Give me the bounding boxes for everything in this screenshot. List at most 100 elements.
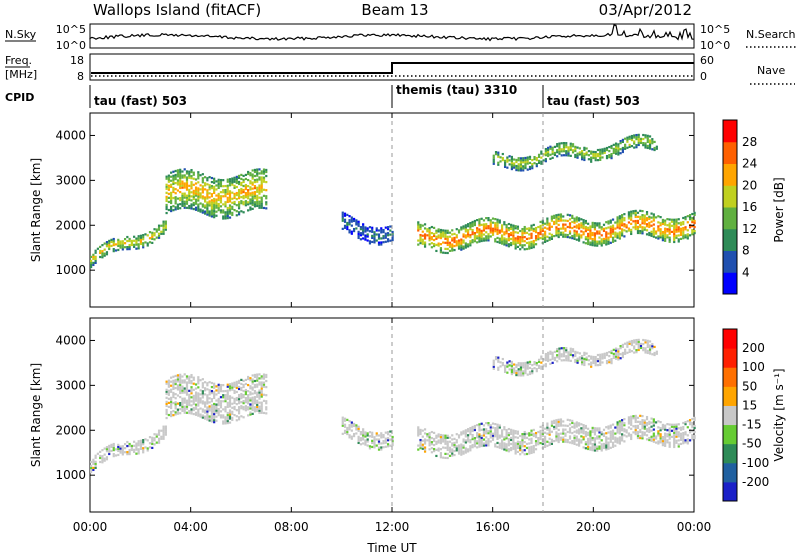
velocity-cell	[645, 428, 649, 431]
velocity-cell	[439, 437, 443, 441]
power-cell	[357, 222, 360, 225]
power-cell	[535, 156, 538, 160]
power-cell	[162, 230, 165, 233]
power-cell	[500, 234, 504, 237]
power-cell	[494, 226, 497, 229]
power-cell	[126, 248, 129, 251]
velocity-cell	[584, 435, 587, 438]
power-cell	[442, 233, 445, 236]
power-cell	[135, 247, 138, 250]
velocity-cell	[580, 423, 583, 426]
velocity-cell	[179, 373, 182, 376]
power-cell	[366, 235, 369, 238]
velocity-cell	[650, 435, 653, 438]
power-cell	[644, 142, 647, 145]
velocity-cell	[249, 391, 252, 394]
velocity-cell	[616, 439, 619, 442]
velocity-cell	[614, 355, 618, 358]
velocity-cell	[364, 443, 367, 446]
power-cell	[568, 224, 572, 227]
cpid-segment-1: tau (fast) 503	[94, 94, 187, 108]
power-cell	[648, 231, 651, 235]
velocity-cell	[537, 360, 541, 363]
velocity-cell	[194, 413, 198, 416]
velocity-cell	[593, 449, 597, 452]
power-colorbar-swatch	[723, 120, 737, 143]
velocity-cell	[462, 430, 465, 433]
velocity-cell	[639, 414, 642, 417]
power-cell	[190, 199, 193, 202]
power-cell	[219, 199, 223, 202]
velocity-cell	[605, 359, 609, 363]
power-cell	[260, 172, 263, 175]
power-cell	[231, 181, 234, 184]
power-cell	[228, 208, 232, 211]
power-cell	[391, 234, 394, 238]
velocity-cell	[355, 424, 358, 427]
power-cell	[617, 153, 620, 156]
velocity-cell	[591, 436, 594, 440]
power-cell	[535, 158, 538, 162]
velocity-cell	[577, 428, 581, 431]
power-cell	[682, 216, 685, 220]
velocity-cell	[204, 411, 207, 414]
velocity-cell	[691, 436, 694, 439]
velocity-cell	[645, 434, 649, 437]
velocity-cell	[471, 435, 474, 439]
velocity-cell	[208, 419, 211, 422]
velocity-cell	[190, 404, 193, 407]
velocity-cell	[183, 397, 186, 400]
velocity-cell	[165, 390, 168, 393]
velocity-cell	[226, 385, 229, 388]
velocity-cell	[556, 354, 559, 357]
power-cell	[661, 222, 664, 226]
velocity-cell	[587, 437, 590, 440]
power-cell	[557, 227, 560, 231]
power-cell	[185, 184, 189, 187]
power-cell	[630, 216, 633, 219]
velocity-cell	[496, 431, 499, 434]
velocity-cell	[462, 432, 465, 435]
power-cell	[675, 236, 678, 239]
power-cell	[639, 217, 642, 221]
power-cell	[228, 204, 232, 207]
velocity-cell	[675, 427, 678, 430]
power-cell	[609, 233, 612, 236]
velocity-cell	[428, 440, 431, 443]
velocity-cell	[179, 412, 182, 415]
power-cell	[197, 187, 200, 190]
velocity-cell	[584, 430, 587, 434]
velocity-cell	[265, 375, 268, 379]
velocity-cell	[437, 439, 440, 442]
power-cell	[235, 214, 238, 217]
power-cell	[664, 227, 667, 230]
power-cell	[507, 222, 510, 226]
power-cell	[617, 143, 620, 146]
velocity-cell	[119, 451, 122, 454]
power-cell	[355, 221, 358, 224]
velocity-cell	[664, 428, 667, 431]
power-cell	[686, 233, 689, 236]
power-cell	[537, 153, 541, 156]
power-cell	[228, 194, 232, 197]
velocity-cell	[505, 449, 508, 452]
velocity-cell	[201, 394, 204, 397]
velocity-cell	[253, 375, 257, 379]
power-cell	[473, 219, 476, 223]
velocity-cell	[522, 374, 525, 377]
power-cell	[497, 153, 500, 156]
velocity-cell	[578, 356, 581, 359]
velocity-cell	[616, 441, 619, 444]
power-cell	[580, 226, 583, 229]
velocity-cell	[224, 420, 227, 423]
velocity-cell	[581, 355, 584, 358]
power-cell	[179, 170, 182, 173]
power-cell	[192, 201, 195, 205]
velocity-cell	[197, 410, 200, 413]
velocity-cell	[185, 375, 189, 378]
velocity-cell	[262, 399, 266, 402]
power-cell	[183, 194, 186, 197]
power-cell	[583, 156, 586, 160]
power-cell	[222, 179, 225, 182]
velocity-cell	[512, 437, 515, 440]
